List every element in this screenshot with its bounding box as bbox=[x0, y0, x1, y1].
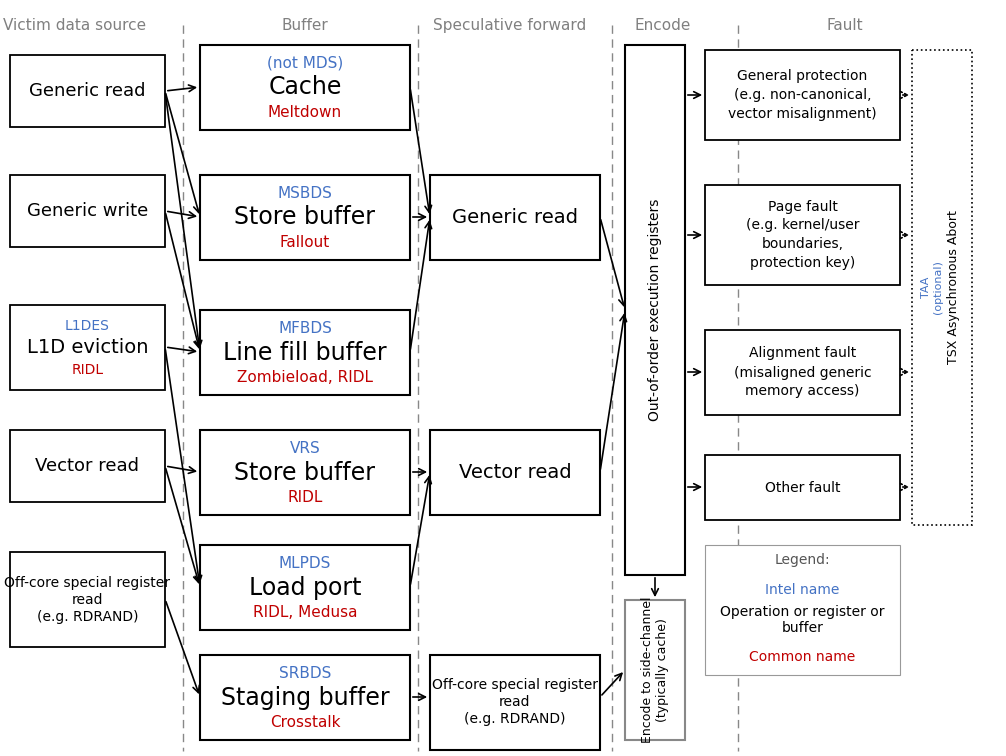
Bar bbox=[10, 305, 165, 390]
Text: MLPDS: MLPDS bbox=[279, 556, 331, 571]
Text: Meltdown: Meltdown bbox=[268, 105, 342, 120]
Text: MSBDS: MSBDS bbox=[278, 186, 332, 201]
Text: Store buffer: Store buffer bbox=[234, 206, 375, 230]
Text: Victim data source: Victim data source bbox=[3, 18, 147, 33]
Text: Operation or register or
buffer: Operation or register or buffer bbox=[720, 605, 884, 635]
Text: memory access): memory access) bbox=[745, 385, 860, 398]
Text: (e.g. RDRAND): (e.g. RDRAND) bbox=[464, 712, 565, 727]
Bar bbox=[200, 655, 410, 740]
Bar bbox=[430, 655, 600, 750]
Bar bbox=[10, 552, 165, 647]
Text: Fault: Fault bbox=[827, 18, 863, 33]
Text: (e.g. kernel/user: (e.g. kernel/user bbox=[745, 218, 859, 233]
Bar bbox=[200, 310, 410, 395]
Text: Out-of-order execution registers: Out-of-order execution registers bbox=[648, 199, 662, 421]
Text: Buffer: Buffer bbox=[282, 18, 328, 33]
Text: Speculative forward: Speculative forward bbox=[434, 18, 586, 33]
Bar bbox=[200, 545, 410, 630]
Text: RIDL: RIDL bbox=[288, 490, 323, 505]
Bar bbox=[200, 430, 410, 515]
Bar bbox=[705, 455, 900, 520]
Text: Store buffer: Store buffer bbox=[234, 460, 375, 485]
Text: Off-core special register: Off-core special register bbox=[4, 575, 170, 590]
Text: General protection: General protection bbox=[737, 69, 867, 83]
Bar bbox=[10, 55, 165, 127]
Bar bbox=[705, 330, 900, 415]
Text: (misaligned generic: (misaligned generic bbox=[733, 365, 871, 380]
Bar bbox=[200, 175, 410, 260]
Text: Encode to side-channel
(typically cache): Encode to side-channel (typically cache) bbox=[641, 596, 669, 743]
Text: (e.g. non-canonical,: (e.g. non-canonical, bbox=[733, 88, 871, 102]
Text: Alignment fault: Alignment fault bbox=[748, 346, 856, 361]
Text: Vector read: Vector read bbox=[459, 463, 571, 482]
Text: L1D eviction: L1D eviction bbox=[27, 338, 148, 357]
Bar bbox=[625, 45, 685, 575]
Text: RIDL, Medusa: RIDL, Medusa bbox=[253, 605, 357, 620]
Bar bbox=[200, 45, 410, 130]
Bar bbox=[10, 430, 165, 502]
Text: Fallout: Fallout bbox=[280, 235, 330, 250]
Text: read: read bbox=[71, 593, 104, 606]
Text: TSX Asynchronous Abort: TSX Asynchronous Abort bbox=[948, 211, 961, 364]
Text: SRBDS: SRBDS bbox=[279, 666, 331, 681]
Text: Cache: Cache bbox=[269, 76, 342, 100]
Text: Line fill buffer: Line fill buffer bbox=[223, 340, 387, 364]
Text: protection key): protection key) bbox=[749, 256, 855, 271]
Text: (e.g. RDRAND): (e.g. RDRAND) bbox=[37, 609, 138, 624]
Text: Legend:: Legend: bbox=[775, 553, 830, 567]
Bar bbox=[430, 430, 600, 515]
Text: RIDL: RIDL bbox=[71, 362, 104, 376]
Text: (not MDS): (not MDS) bbox=[267, 56, 343, 71]
Text: Generic read: Generic read bbox=[452, 208, 578, 227]
Bar bbox=[705, 185, 900, 285]
Text: boundaries,: boundaries, bbox=[762, 237, 843, 252]
Bar bbox=[625, 600, 685, 740]
Bar bbox=[912, 50, 972, 525]
Text: Load port: Load port bbox=[248, 575, 361, 600]
Text: Generic write: Generic write bbox=[27, 202, 148, 220]
Text: Intel name: Intel name bbox=[766, 583, 840, 597]
Text: vector misalignment): vector misalignment) bbox=[728, 107, 877, 121]
Bar bbox=[705, 545, 900, 675]
Text: VRS: VRS bbox=[290, 441, 320, 456]
Bar bbox=[430, 175, 600, 260]
Text: Other fault: Other fault bbox=[765, 481, 840, 494]
Text: Staging buffer: Staging buffer bbox=[220, 686, 389, 709]
Bar bbox=[705, 50, 900, 140]
Text: Encode: Encode bbox=[635, 18, 691, 33]
Text: TAA
(optional): TAA (optional) bbox=[921, 261, 943, 314]
Text: Vector read: Vector read bbox=[35, 457, 140, 475]
Text: Zombieload, RIDL: Zombieload, RIDL bbox=[237, 370, 373, 385]
Text: Crosstalk: Crosstalk bbox=[270, 715, 340, 730]
Text: Common name: Common name bbox=[749, 650, 856, 664]
Text: Page fault: Page fault bbox=[768, 200, 837, 213]
Text: Off-core special register: Off-core special register bbox=[432, 678, 598, 692]
Text: read: read bbox=[499, 696, 531, 709]
Text: MFBDS: MFBDS bbox=[278, 321, 332, 336]
Bar bbox=[10, 175, 165, 247]
Text: Generic read: Generic read bbox=[29, 82, 146, 100]
Text: L1DES: L1DES bbox=[65, 318, 110, 333]
